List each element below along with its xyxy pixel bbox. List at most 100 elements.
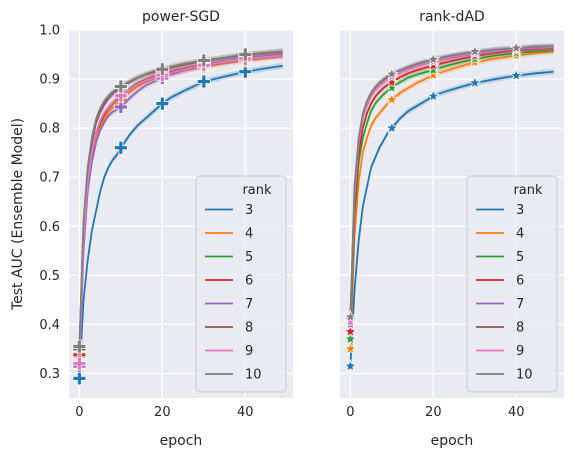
legend-label: 8: [245, 321, 253, 336]
legend-box: [195, 175, 287, 393]
legend-item: 9: [476, 344, 524, 359]
legend-label: 10: [245, 368, 262, 383]
data-point: [113, 140, 128, 155]
legend-power-sgd: rank 3 4 5 6 7 8 9 10: [195, 175, 287, 393]
data-point: [113, 100, 128, 114]
data-point: [155, 62, 170, 77]
data-point: [343, 309, 358, 323]
legend-box: [466, 175, 558, 393]
series-line: [78, 54, 283, 364]
legend-title: rank: [513, 183, 543, 198]
series-line: [349, 47, 554, 332]
series-line: [349, 70, 554, 367]
legend-item: 5: [476, 250, 524, 265]
chart-title-rank-dad: rank-dAD: [419, 9, 485, 25]
data-point: [343, 314, 358, 328]
data-point: [509, 41, 524, 54]
legend-item: 4: [476, 227, 524, 242]
legend-label: 5: [245, 250, 253, 265]
series-power-sgd: [72, 47, 283, 386]
legend-item: 7: [205, 297, 253, 312]
data-point: [343, 359, 358, 372]
x-tick-label: 20: [154, 405, 171, 420]
data-point: [468, 44, 482, 58]
y-tick-label: 0.5: [39, 269, 60, 284]
data-point: [385, 67, 399, 80]
legend-label: 10: [516, 368, 533, 383]
data-point: [238, 47, 253, 62]
data-point: [343, 324, 358, 338]
y-tick-label: 0.8: [39, 122, 60, 137]
data-point: [426, 89, 441, 102]
data-point: [385, 92, 399, 106]
x-tick-label: 0: [75, 405, 83, 420]
data-point: [113, 88, 128, 103]
series-line: [349, 45, 554, 318]
legend-item: 3: [476, 203, 524, 218]
chart-title-power-sgd: power-SGD: [142, 9, 220, 25]
data-point: [343, 332, 358, 345]
data-point: [238, 64, 253, 79]
data-point: [72, 371, 87, 386]
y-tick-label: 0.9: [39, 73, 60, 88]
y-axis-label: Test AUC (Ensemble Model): [10, 118, 26, 311]
series-line: [78, 64, 283, 379]
x-axis-label-rank-dad: epoch: [431, 433, 474, 449]
legend-label: 7: [516, 297, 524, 312]
legend-item: 10: [205, 368, 262, 383]
legend-item: 8: [205, 321, 253, 336]
legend-label: 6: [245, 274, 253, 289]
legend-label: 3: [245, 203, 253, 218]
legend-item: 9: [205, 344, 253, 359]
data-point: [113, 79, 128, 94]
legend-rank-dad: rank 3 4 5 6 7 8 9 10: [466, 175, 558, 393]
x-tick-label: 20: [425, 405, 442, 420]
series-line: [349, 50, 554, 349]
panel-power-sgd: 0 20 400.30.40.50.60.70.80.91.0 power-SGD …: [10, 9, 293, 449]
y-tick-label: 0.3: [39, 367, 60, 382]
data-point: [509, 68, 524, 82]
data-point: [426, 63, 441, 76]
legend-item: 3: [205, 203, 253, 218]
legend-label: 4: [516, 227, 524, 242]
data-point: [196, 53, 211, 68]
series-line: [78, 50, 283, 347]
series-line: [349, 49, 554, 340]
series-rank-3: [72, 62, 283, 386]
legend-label: 6: [516, 274, 524, 289]
series-line: [349, 46, 554, 322]
panel-rank-dad: 0 20 40 rank-dAD epoch rank 3 4 5 6 7 8 9 10: [340, 9, 564, 449]
data-point: [468, 75, 482, 89]
legend-label: 7: [245, 297, 253, 312]
legend-item: 5: [205, 250, 253, 265]
data-point: [426, 58, 441, 72]
legend-label: 9: [516, 344, 524, 359]
ticks-power-sgd: 0 20 40 0.3 0.4 0.5 0.6 0.7 0.8 0.9 1.0: [39, 24, 253, 421]
x-axis-label-power-sgd: epoch: [160, 433, 203, 449]
legend-label: 4: [245, 227, 253, 242]
data-point: [72, 356, 87, 371]
data-point: [343, 341, 358, 355]
data-point: [385, 121, 399, 134]
legend-item: 6: [205, 274, 253, 289]
series-rank-3: [343, 68, 554, 372]
legend-item: 6: [476, 274, 524, 289]
legend-label: 5: [516, 250, 524, 265]
x-tick-label: 0: [346, 405, 354, 420]
legend-title: rank: [242, 183, 272, 198]
series-rank-10: [343, 41, 554, 323]
x-tick-label: 40: [508, 405, 525, 420]
series-rank-dad: [343, 41, 554, 372]
legend-item: 4: [205, 227, 253, 242]
y-tick-label: 1.0: [39, 24, 60, 39]
y-tick-label: 0.6: [39, 220, 60, 235]
y-tick-label: 0.4: [39, 318, 60, 333]
data-point: [426, 52, 441, 66]
legend-item: 8: [476, 321, 524, 336]
data-point: [72, 339, 87, 354]
legend-label: 3: [516, 203, 524, 218]
legend-item: 7: [476, 297, 524, 312]
y-tick-label: 0.7: [39, 171, 60, 186]
legend-item: 10: [476, 368, 533, 383]
series-line: [78, 55, 283, 357]
